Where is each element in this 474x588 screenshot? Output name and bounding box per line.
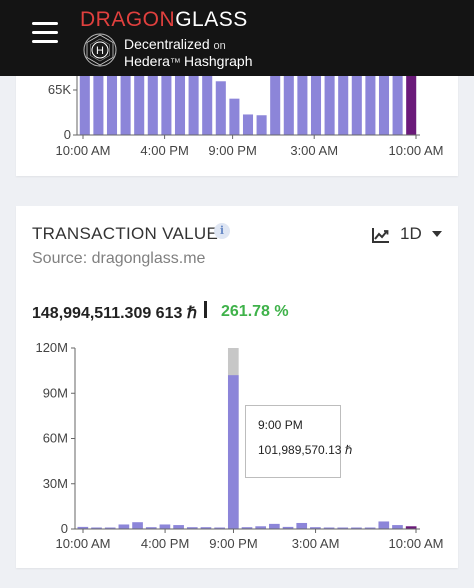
chart-bar	[215, 81, 226, 135]
x-tick-label: 9:00 PM	[208, 143, 256, 158]
trending-chart-icon[interactable]	[372, 227, 390, 243]
transaction-value-card: TRANSACTION VALUE i Source: dragonglass.…	[16, 206, 458, 568]
chart-bar	[310, 527, 321, 529]
chart-bar	[310, 76, 322, 135]
chart-bar	[118, 524, 130, 529]
chart-bar	[186, 527, 198, 529]
badge-letter: H	[96, 45, 104, 57]
x-tick-label: 10:00 AM	[389, 143, 444, 158]
x-tick-label: 3:00 AM	[290, 143, 338, 158]
chart-tooltip: 9:00 PM 101,989,570.13 ℏ	[245, 405, 352, 478]
chart-bar	[296, 522, 308, 529]
y-tick-label: 60M	[43, 431, 68, 446]
info-icon[interactable]: i	[214, 223, 230, 239]
chart-bar	[161, 76, 172, 135]
chart-bar	[104, 527, 116, 529]
chart-bar	[255, 526, 267, 529]
x-tick-label: 9:00 PM	[209, 536, 257, 551]
chart-bar	[106, 76, 118, 135]
chart-bar	[338, 76, 349, 135]
chart-bar	[241, 527, 253, 529]
dragonglass-logo[interactable]: DRAGONGLASS	[80, 8, 248, 31]
x-tick-label: 4:00 PM	[140, 143, 188, 158]
chart-bar	[188, 76, 199, 135]
chart-bar	[159, 524, 171, 529]
chart-bar	[145, 527, 157, 529]
top-navbar: DRAGONGLASS H Decentralized on Hedera™ H…	[0, 0, 474, 76]
chart-bar	[229, 98, 240, 135]
chart-bar	[202, 76, 213, 135]
y-tick-label: 90M	[43, 385, 68, 400]
chevron-down-icon[interactable]	[432, 231, 442, 237]
chart-bar	[214, 527, 225, 529]
chart-bar	[91, 527, 102, 529]
chart-bar	[378, 521, 390, 529]
tooltip-value: 101,989,570.13 ℏ	[258, 443, 353, 457]
value-separator	[204, 301, 207, 318]
y-tick-label: 30M	[43, 476, 68, 491]
chart-bar	[134, 76, 145, 135]
chart-bar	[351, 527, 362, 529]
chart-bar	[405, 526, 417, 529]
chart-bar	[378, 76, 390, 135]
chart-bar	[227, 375, 239, 529]
chart-bar	[337, 527, 349, 529]
chart-bar	[120, 76, 131, 135]
chart-bar	[147, 76, 158, 135]
chart-bar	[406, 76, 417, 135]
chart-bar	[392, 76, 403, 135]
card-title: TRANSACTION VALUE	[32, 224, 219, 243]
chart-bar	[323, 527, 335, 529]
chart-bar	[324, 76, 335, 135]
chart-bar	[364, 527, 376, 529]
x-tick-label: 10:00 AM	[389, 536, 444, 551]
x-tick-label: 3:00 AM	[292, 536, 340, 551]
chart-bar	[270, 76, 281, 135]
x-tick-label: 10:00 AM	[56, 536, 111, 551]
y-tick-label: 120M	[35, 340, 68, 355]
chart-bar	[200, 527, 212, 529]
chart-bar	[269, 523, 280, 529]
chart-bar	[173, 525, 184, 529]
chart-bar	[174, 76, 186, 135]
chart-bar	[79, 76, 90, 135]
chart-bar	[351, 76, 362, 135]
logo-tagline: Decentralized on Hedera™ Hashgraph	[124, 36, 253, 70]
chart-bar	[283, 76, 294, 135]
chart-bar	[132, 522, 143, 529]
source-label: Source: dragonglass.me	[32, 250, 206, 267]
y-tick-label: 0	[64, 127, 71, 142]
x-tick-label: 4:00 PM	[141, 536, 189, 551]
chart-bar	[242, 114, 254, 135]
chart-bar	[256, 115, 267, 135]
percent-change: 261.78 %	[221, 303, 289, 320]
y-tick-label: 0	[61, 521, 68, 536]
chart-bar	[392, 525, 403, 529]
total-value: 148,994,511.309 613 ℏ	[32, 305, 197, 322]
chart-bar	[297, 76, 308, 135]
chart-bar	[93, 76, 104, 135]
x-tick-label: 10:00 AM	[56, 143, 111, 158]
y-tick-label: 65K	[48, 82, 71, 97]
tooltip-time: 9:00 PM	[258, 418, 303, 432]
hedera-badge-icon: H	[83, 33, 117, 67]
period-select[interactable]: 1D	[400, 224, 422, 243]
chart-bar	[282, 526, 294, 529]
hamburger-menu-icon[interactable]	[32, 22, 58, 44]
chart-bar	[77, 526, 89, 529]
chart-bar	[365, 76, 376, 135]
